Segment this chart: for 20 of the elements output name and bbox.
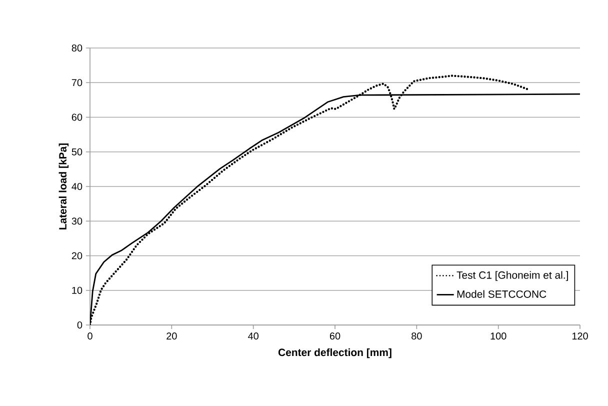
x-tick-label: 20 [166,332,177,340]
x-tick-label: 120 [572,332,588,340]
legend-label: Test C1 [Ghoneim et al.] [456,271,568,281]
x-tick-label: 40 [248,332,258,340]
y-tick-label: 80 [72,44,82,52]
x-tick-label: 80 [412,332,422,340]
y-axis-title: Lateral load [kPa] [58,144,69,230]
y-tick-label: 30 [72,218,82,225]
y-tick-label: 10 [72,286,82,294]
x-tick-label: 0 [88,332,92,340]
x-axis-title: Center deflection [mm] [278,348,392,358]
x-tick-label: 100 [490,332,506,340]
x-tick-label: 60 [330,332,340,340]
legend-label: Model SETCCONC [457,290,546,298]
y-tick-label: 50 [72,148,82,156]
y-tick-label: 20 [72,252,82,260]
y-tick-label: 70 [72,79,82,86]
y-tick-label: 40 [72,182,82,190]
y-tick-label: 60 [72,114,82,121]
y-tick-label: 0 [77,321,82,329]
